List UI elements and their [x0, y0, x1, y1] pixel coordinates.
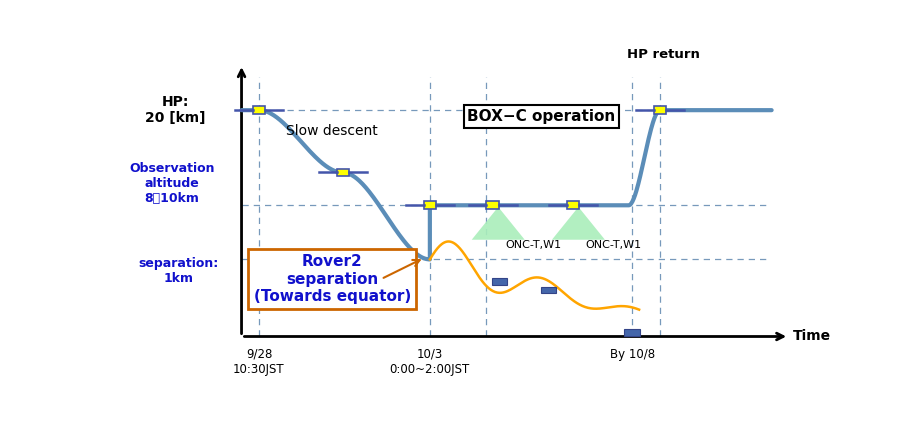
Text: Time: Time	[793, 329, 831, 343]
Polygon shape	[472, 207, 525, 240]
Bar	[337, 169, 349, 176]
Text: HP return: HP return	[627, 48, 700, 61]
Bar	[541, 287, 556, 294]
Text: 9/28
10:30JST: 9/28 10:30JST	[233, 348, 284, 376]
Bar	[253, 106, 266, 114]
Bar	[424, 201, 436, 209]
Text: separation:
1km: separation: 1km	[139, 257, 219, 285]
Polygon shape	[552, 207, 605, 240]
Text: ONC-T,W1: ONC-T,W1	[585, 240, 642, 250]
Bar	[654, 106, 666, 114]
Text: Rover2
separation
(Towards equator): Rover2 separation (Towards equator)	[254, 254, 410, 304]
Text: 10/3
0:00~2:00JST: 10/3 0:00~2:00JST	[390, 348, 470, 376]
Text: BOX−C operation: BOX−C operation	[467, 109, 616, 124]
Text: By 10/8: By 10/8	[609, 348, 654, 361]
Bar	[625, 329, 640, 336]
Bar	[492, 278, 508, 285]
Bar	[487, 201, 499, 209]
Text: Slow descent: Slow descent	[286, 124, 378, 138]
Text: ONC-T,W1: ONC-T,W1	[505, 240, 562, 250]
Text: Observation
altitude
8～10km: Observation altitude 8～10km	[129, 162, 214, 205]
Bar	[567, 201, 579, 209]
Text: HP:
20 [km]: HP: 20 [km]	[145, 95, 205, 125]
